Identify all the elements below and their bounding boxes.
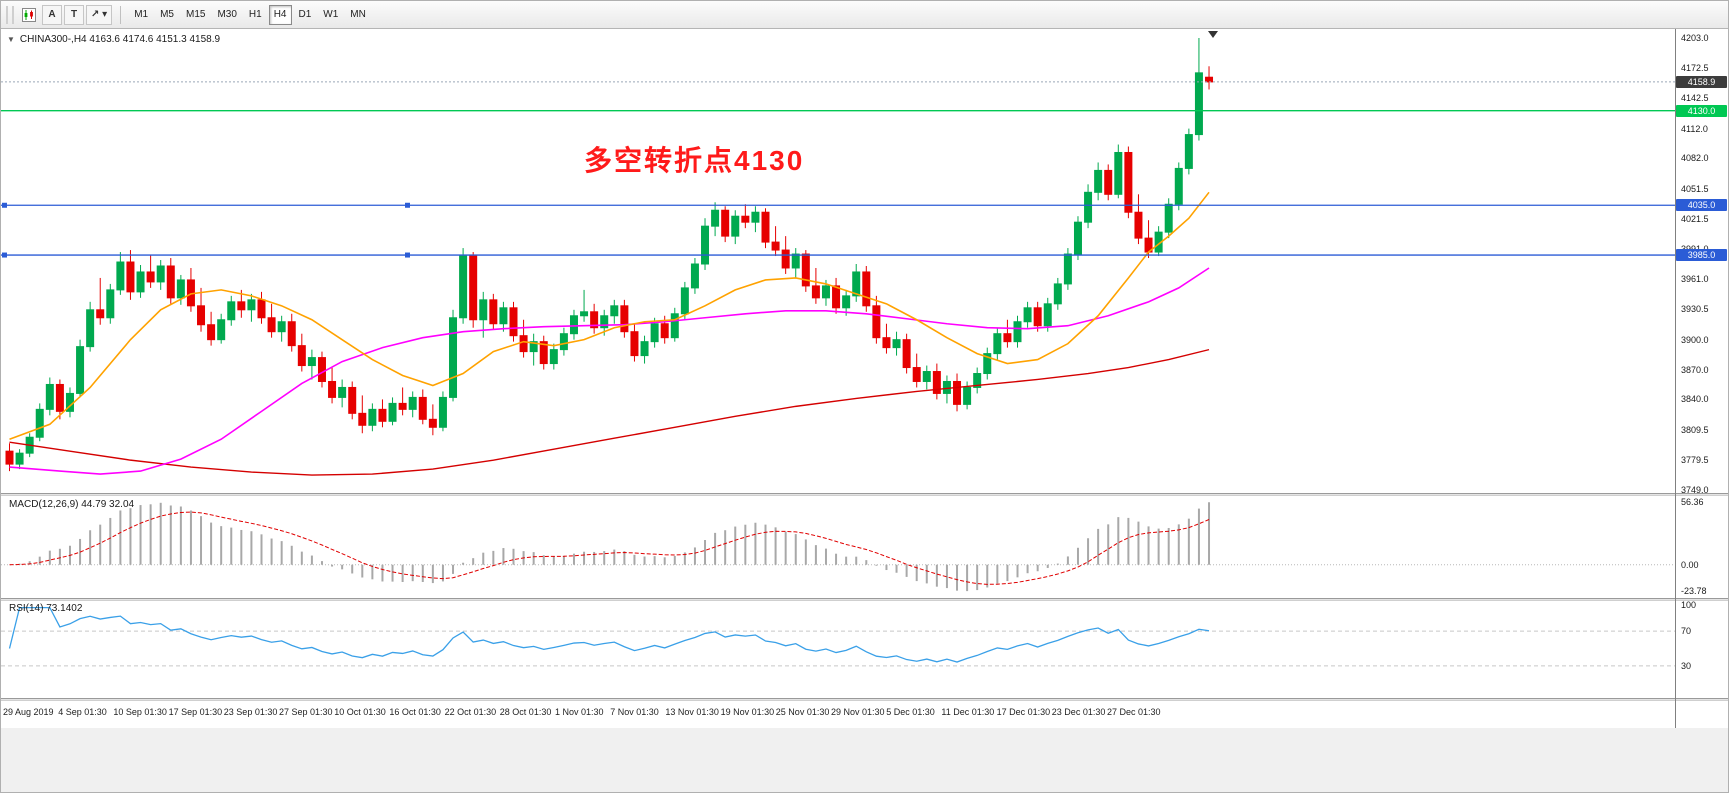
chart-window: ▼ CHINA300-,H4 4163.6 4174.6 4151.3 4158… <box>1 29 1729 793</box>
price-axis-label: 3900.0 <box>1681 334 1709 345</box>
ma_mid_magenta-line <box>9 267 1210 475</box>
macd-label: MACD(12,26,9) 44.79 32.04 <box>9 499 135 510</box>
price-axis-label: 4203.0 <box>1681 33 1709 43</box>
time-axis-label: 1 Nov 01:30 <box>555 707 604 717</box>
chart-annotation[interactable]: 多空转折点4130 <box>584 145 805 176</box>
toolbar-grip[interactable] <box>6 5 14 24</box>
time-axis-label: 10 Oct 01:30 <box>334 707 386 717</box>
time-axis-label: 4 Sep 01:30 <box>58 707 107 717</box>
timeframe-h4-button[interactable]: H4 <box>268 4 292 25</box>
macd-axis-label: 56.36 <box>1681 497 1704 508</box>
time-axis-label: 13 Nov 01:30 <box>665 707 719 717</box>
price-axis-label: 3809.5 <box>1681 424 1709 435</box>
price-axis-label: 3961.0 <box>1681 273 1709 284</box>
price-axis-label: 3779.5 <box>1681 454 1709 465</box>
current-price-badge: 4158.9 <box>1676 75 1727 88</box>
price-axis-label: 4112.0 <box>1681 123 1708 134</box>
time-axis-label: 5 Dec 01:30 <box>886 707 935 717</box>
toolbar-separator <box>120 5 122 24</box>
hline-price-badge: 4035.0 <box>1676 199 1727 212</box>
time-axis-label: 25 Nov 01:30 <box>775 707 830 717</box>
macd-signal-line <box>9 511 1210 585</box>
one-click-dropdown-icon[interactable]: ▼ <box>7 34 15 44</box>
time-axis-label: 7 Nov 01:30 <box>610 707 659 717</box>
time-axis-label: 29 Nov 01:30 <box>831 707 885 717</box>
time-axis-label: 11 Dec 01:30 <box>941 707 995 717</box>
price-axis-label: 3870.0 <box>1681 364 1709 375</box>
time-axis-label: 23 Dec 01:30 <box>1051 707 1106 717</box>
rsi-axis-label: 30 <box>1681 660 1692 671</box>
time-axis-label: 16 Oct 01:30 <box>389 707 441 717</box>
symbol-ohlc-text: CHINA300-,H4 4163.6 4174.6 4151.3 4158.9 <box>19 34 221 45</box>
time-axis-label: 27 Dec 01:30 <box>1107 707 1161 717</box>
text-label-tool-button[interactable]: T <box>64 4 84 25</box>
chart-window-icon <box>21 7 37 23</box>
timeframe-w1-button[interactable]: W1 <box>318 5 343 25</box>
drawing-tools-group: A T ↗ ▾ <box>41 4 113 25</box>
timeframe-m15-button[interactable]: M15 <box>181 5 210 25</box>
price-axis-label: 3749.0 <box>1681 485 1709 495</box>
price-axis-label: 3840.0 <box>1681 394 1709 405</box>
time-axis-label: 17 Sep 01:30 <box>168 707 223 717</box>
symbol-ohlc-line: ▼ CHINA300-,H4 4163.6 4174.6 4151.3 4158… <box>7 34 220 45</box>
time-axis-label: 19 Nov 01:30 <box>720 707 775 717</box>
chart-shift-marker-icon[interactable] <box>1208 31 1218 38</box>
time-axis-label: 28 Oct 01:30 <box>499 707 552 717</box>
rsi-label: RSI(14) 73.1402 <box>9 603 83 614</box>
ma_fast_orange-line <box>9 191 1210 440</box>
time-axis-label: 23 Sep 01:30 <box>223 707 278 717</box>
rsi-line <box>8 606 1210 663</box>
timeframe-h1-button[interactable]: H1 <box>244 5 267 25</box>
ma_slow_red-line <box>9 348 1210 476</box>
rsi-axis-label: 70 <box>1681 626 1692 637</box>
timeframe-d1-button[interactable]: D1 <box>294 5 317 25</box>
price-axis-label: 4082.0 <box>1681 153 1709 164</box>
price-axis-label: 4051.5 <box>1681 183 1709 194</box>
chart-canvas[interactable] <box>1 29 1729 793</box>
rsi-axis-label: 100 <box>1681 600 1697 610</box>
toolbar: A T ↗ ▾ M1 M5 M15 M30 H1 H4 D1 W1 MN <box>1 1 1728 29</box>
timeframes-group: M1 M5 M15 M30 H1 H4 D1 W1 MN <box>128 4 372 25</box>
timeframe-m1-button[interactable]: M1 <box>129 5 153 25</box>
price-axis-label: 4172.5 <box>1681 63 1709 74</box>
time-axis-label: 29 Aug 2019 <box>3 707 54 717</box>
price-axis-label: 3930.5 <box>1681 304 1709 315</box>
hline-price-badge: 4130.0 <box>1676 104 1727 117</box>
cursor-tool-button[interactable]: A <box>42 4 62 25</box>
time-axis-label: 22 Oct 01:30 <box>444 707 497 717</box>
time-axis-label: 27 Sep 01:30 <box>279 707 333 717</box>
arrow-objects-tool-button[interactable]: ↗ ▾ <box>86 4 113 25</box>
price-axis-label: 4021.5 <box>1681 213 1709 224</box>
timeframe-m5-button[interactable]: M5 <box>155 5 179 25</box>
timeframe-m30-button[interactable]: M30 <box>212 5 241 25</box>
time-axis-label: 17 Dec 01:30 <box>996 707 1051 717</box>
timeframe-mn-button[interactable]: MN <box>345 5 371 25</box>
price-axis-label: 4142.5 <box>1681 93 1709 104</box>
hline-price-badge: 3985.0 <box>1676 249 1727 262</box>
macd-axis-label: -23.78 <box>1681 586 1707 597</box>
macd-axis-label: 0.00 <box>1681 559 1699 570</box>
time-axis-label: 10 Sep 01:30 <box>113 707 167 717</box>
